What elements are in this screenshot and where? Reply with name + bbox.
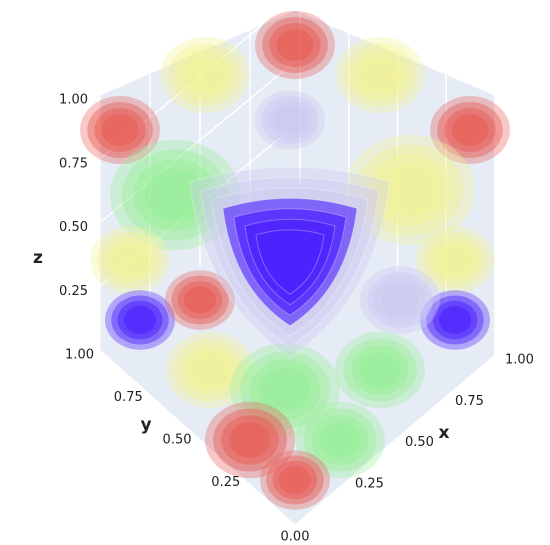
- isosurface-blob: [319, 422, 360, 458]
- z-tick-label: 0.25: [59, 284, 88, 299]
- isosurface-blob: [124, 306, 156, 334]
- isosurface-blob: [279, 466, 311, 494]
- isosurface-blob: [184, 286, 216, 314]
- y-tick-label: 1.00: [65, 348, 94, 363]
- isosurface-blob: [452, 114, 489, 146]
- isosurface-blob: [437, 244, 474, 276]
- page: {"chart_data": {"type": "isosurface", "x…: [0, 0, 550, 545]
- x-axis-title: x: [439, 423, 450, 443]
- isosurface-blob: [102, 114, 139, 146]
- isosurface-blob: [274, 106, 306, 134]
- x-tick-label: 1.00: [505, 353, 534, 368]
- x-tick-label: 0.75: [455, 394, 484, 409]
- isosurface-blob: [382, 284, 419, 316]
- z-axis-title: z: [33, 248, 43, 268]
- y-axis-title: y: [140, 415, 151, 435]
- z-tick-label: 0.50: [59, 220, 88, 235]
- isosurface-blob: [112, 244, 149, 276]
- isosurface-blob: [439, 306, 471, 334]
- y-tick-label: 0.50: [163, 433, 192, 448]
- isosurface-blob: [229, 422, 270, 458]
- y-tick-label: 0.25: [211, 475, 240, 490]
- chart: z y x 0.25 0.50 0.75 1.00 0.00 0.25 0.50 0.75 1.…: [0, 0, 550, 545]
- y-tick-label: 0.75: [114, 390, 143, 405]
- isosurface-blob: [184, 57, 225, 93]
- isosurface-blob: [189, 352, 230, 388]
- z-tick-label: 1.00: [59, 93, 88, 108]
- isosurface-blob: [359, 57, 400, 93]
- x-tick-label: 0.25: [355, 476, 384, 491]
- z-tick-label: 0.75: [59, 156, 88, 171]
- isosurface-blob: [277, 29, 314, 61]
- x-tick-label: 0.50: [405, 435, 434, 450]
- isosurface-blob: [359, 352, 400, 388]
- y-tick-label: 0.00: [281, 530, 310, 545]
